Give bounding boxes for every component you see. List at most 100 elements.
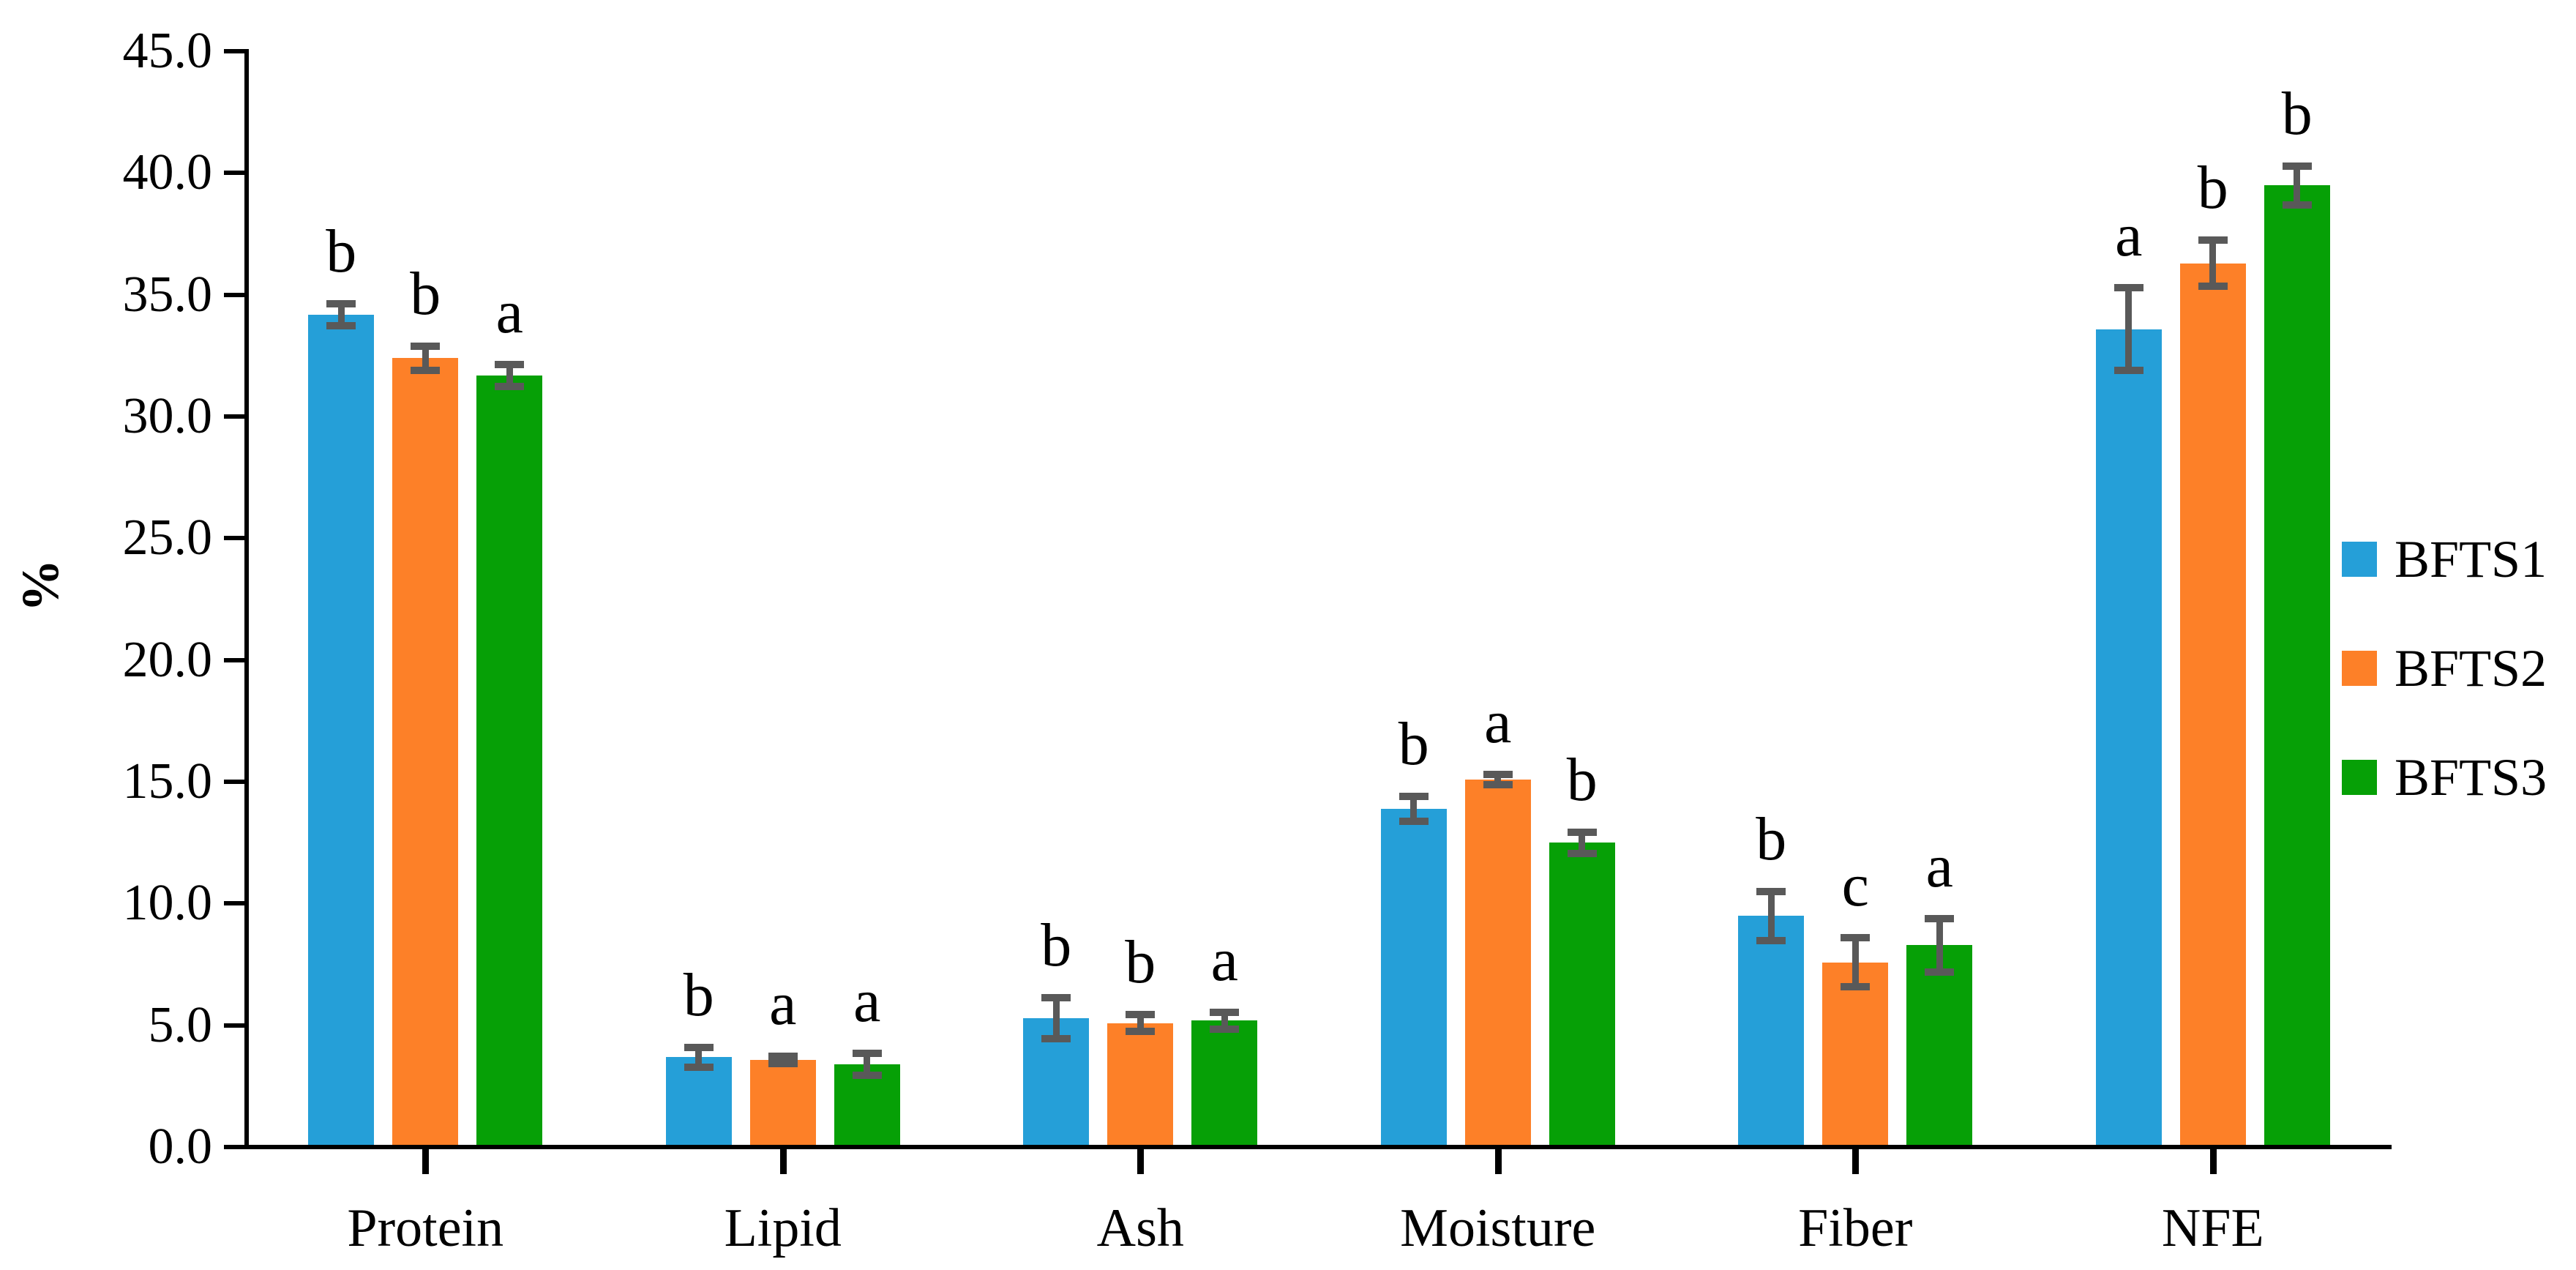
error-bar-cap-top-bfts1-nfe [2113,284,2143,291]
error-bar-cap-top-bfts1-ash [1041,993,1071,1001]
bar-bfts2-lipid [749,1059,816,1145]
y-tick-label: 5.0 [148,996,213,1053]
sig-letter-bfts2-nfe: b [2197,154,2228,223]
category-label-moisture: Moisture [1400,1198,1596,1258]
error-bar-cap-bottom-bfts2-lipid [768,1059,798,1067]
error-bar-cap-bottom-bfts1-lipid [684,1063,714,1071]
error-bar-line-bfts3-protein [506,364,513,386]
bar-bfts1-fiber [1738,916,1805,1145]
error-bar-cap-top-bfts2-nfe [2198,236,2228,244]
sig-letter-bfts3-protein: a [495,277,523,346]
y-tick-label: 20.0 [122,631,213,688]
error-bar-cap-bottom-bfts2-moisture [1483,780,1513,788]
sig-letter-bfts1-ash: b [1041,911,1072,979]
y-axis-tick [224,1023,244,1028]
bar-bfts2-moisture [1464,780,1531,1145]
bar-bfts1-nfe [2095,329,2162,1145]
error-bar-line-bfts1-lipid [695,1047,703,1067]
error-bar-cap-bottom-bfts3-protein [495,382,525,390]
error-bar-cap-bottom-bfts2-ash [1126,1028,1156,1036]
bar-bfts2-protein [392,358,459,1145]
sig-letter-bfts3-lipid: a [853,967,881,1036]
error-bar-line-bfts1-nfe [2125,288,2133,371]
error-bar-cap-top-bfts3-nfe [2282,162,2312,170]
error-bar-cap-top-bfts3-lipid [852,1050,882,1058]
error-bar-cap-top-bfts1-lipid [684,1043,714,1051]
error-bar-line-bfts3-fiber [1936,918,1943,972]
y-axis-line [244,49,249,1149]
bar-bfts2-fiber [1822,962,1889,1145]
sig-letter-bfts2-protein: b [410,259,441,328]
x-axis-tick [779,1149,787,1174]
x-axis-tick [1494,1149,1502,1174]
error-bar-cap-bottom-bfts1-protein [326,321,356,329]
error-bar-cap-top-bfts3-moisture [1567,828,1597,836]
error-bar-cap-top-bfts2-protein [411,342,441,350]
bar-bfts3-nfe [2264,185,2330,1145]
bar-bfts3-protein [476,375,543,1145]
error-bar-cap-top-bfts2-fiber [1841,934,1871,942]
x-axis-tick [422,1149,430,1174]
error-bar-line-bfts1-moisture [1410,796,1418,821]
sig-letter-bfts2-fiber: c [1841,851,1869,920]
sig-letter-bfts1-moisture: b [1398,710,1429,779]
sig-letter-bfts3-moisture: b [1566,745,1598,814]
error-bar-cap-bottom-bfts1-moisture [1399,817,1429,825]
error-bar-line-bfts3-moisture [1579,832,1586,854]
legend-swatch-bfts1 [2342,542,2377,577]
y-axis-tick [224,536,244,541]
error-bar-cap-top-bfts3-protein [495,360,525,368]
error-bar-cap-bottom-bfts3-ash [1210,1025,1240,1033]
error-bar-cap-bottom-bfts2-nfe [2198,283,2228,291]
error-bar-line-bfts2-nfe [2209,240,2217,287]
error-bar-line-bfts1-fiber [1767,892,1775,941]
bar-bfts2-nfe [2179,263,2246,1145]
error-bar-cap-top-bfts2-moisture [1483,771,1513,779]
error-bar-line-bfts2-fiber [1852,938,1859,987]
legend-item-bfts3: BFTS3 [2342,744,2547,810]
y-axis-tick [224,171,244,176]
error-bar-cap-bottom-bfts3-fiber [1925,968,1955,976]
error-bar-line-bfts2-moisture [1494,774,1502,785]
sig-letter-bfts1-protein: b [326,217,357,285]
error-bar-line-bfts1-ash [1052,997,1060,1039]
sig-letter-bfts1-lipid: b [683,960,714,1029]
error-bar-line-bfts1-protein [337,303,345,326]
bar-bfts3-fiber [1906,945,1973,1145]
error-bar-cap-bottom-bfts2-protein [411,367,441,375]
error-bar-cap-top-bfts3-ash [1210,1008,1240,1016]
sig-letter-bfts2-lipid: a [769,969,797,1038]
error-bar-cap-top-bfts2-ash [1126,1011,1156,1019]
y-tick-label: 45.0 [122,23,213,79]
y-axis-tick [224,901,244,906]
error-bar-cap-bottom-bfts1-ash [1041,1035,1071,1043]
category-label-nfe: NFE [2161,1198,2264,1258]
legend-swatch-bfts3 [2342,760,2377,795]
error-bar-cap-top-bfts1-moisture [1399,793,1429,801]
category-label-fiber: Fiber [1798,1198,1913,1258]
legend-item-bfts2: BFTS2 [2342,635,2547,701]
bar-bfts2-ash [1107,1023,1174,1145]
x-axis-tick [2209,1149,2217,1174]
error-bar-cap-bottom-bfts2-fiber [1841,982,1871,990]
y-axis-tick [224,780,244,784]
error-bar-line-bfts2-protein [422,345,429,371]
error-bar-cap-bottom-bfts3-moisture [1567,850,1597,858]
sig-letter-bfts2-moisture: a [1484,688,1512,757]
y-tick-label: 35.0 [122,266,213,323]
category-label-ash: Ash [1096,1198,1184,1258]
error-bar-line-bfts3-lipid [864,1053,871,1076]
legend-label-bfts1: BFTS1 [2395,530,2547,589]
y-axis-tick [224,657,244,662]
error-bar-cap-top-bfts1-fiber [1756,888,1786,896]
legend-label-bfts2: BFTS2 [2395,639,2547,698]
y-tick-label: 30.0 [122,388,213,444]
bar-bfts1-protein [308,314,375,1145]
y-axis-tick [224,292,244,297]
error-bar-cap-bottom-bfts1-fiber [1756,936,1786,944]
legend-label-bfts3: BFTS3 [2395,748,2547,807]
error-bar-cap-bottom-bfts3-lipid [852,1072,882,1080]
error-bar-cap-bottom-bfts1-nfe [2113,367,2143,375]
sig-letter-bfts1-fiber: b [1756,805,1787,874]
